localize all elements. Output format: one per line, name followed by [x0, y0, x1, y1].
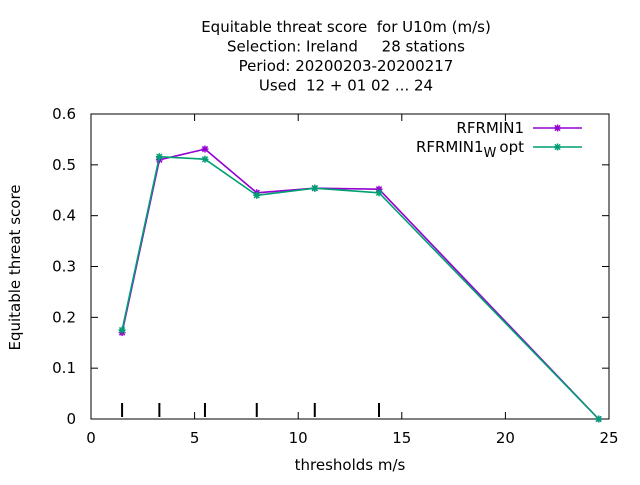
y-tick-label: 0.3 — [52, 258, 76, 276]
series-line-1 — [121, 148, 600, 420]
chart-title-line: Selection: Ireland 28 stations — [227, 38, 465, 56]
axis-ticks — [90, 113, 610, 420]
data-point — [311, 184, 319, 192]
y-tick-label: 0.5 — [52, 156, 76, 174]
chart-title-line: Equitable threat score for U10m (m/s) — [201, 18, 491, 36]
x-tick-label: 0 — [86, 429, 96, 447]
x-tick-label: 15 — [392, 429, 411, 447]
data-point — [201, 145, 209, 153]
x-tick-label: 10 — [289, 429, 308, 447]
series-line-2 — [121, 155, 600, 420]
data-point — [375, 189, 383, 197]
x-tick-label: 5 — [190, 429, 200, 447]
data-point — [253, 191, 261, 199]
y-tick-label: 0.4 — [52, 207, 76, 225]
x-axis-label: thresholds m/s — [295, 456, 406, 474]
y-tick-label: 0.6 — [52, 105, 76, 123]
x-tick-labels: 0 5 10 15 20 25 — [86, 429, 618, 447]
legend-label-tail: opt — [499, 138, 524, 156]
chart-title-line: Period: 20200203-20200217 — [239, 57, 454, 75]
data-point — [201, 155, 209, 163]
legend-marker — [554, 143, 561, 151]
y-tick-label: 0.2 — [52, 308, 76, 326]
y-tick-label: 0.1 — [52, 359, 76, 377]
y-axis-label: Equitable threat score — [6, 184, 24, 350]
chart-title-line: Used 12 + 01 02 ... 24 — [259, 77, 433, 95]
legend-label-2: RFRMIN1W opt — [416, 138, 524, 161]
data-point — [595, 415, 603, 423]
legend-label-1: RFRMIN1 — [456, 119, 524, 137]
plot-frame — [90, 113, 610, 420]
chart-title: Equitable threat score for U10m (m/s) Sel… — [201, 18, 491, 95]
data-series — [118, 145, 603, 423]
y-tick-label: 0 — [66, 410, 76, 428]
data-point — [155, 153, 163, 161]
threshold-markers — [121, 403, 381, 417]
data-point — [118, 326, 126, 334]
legend-label-subscript: W — [484, 146, 497, 161]
legend-label-main: RFRMIN1 — [456, 119, 524, 137]
legend-label-main: RFRMIN1 — [416, 138, 484, 156]
legend-marker — [554, 124, 561, 132]
x-tick-label: 25 — [599, 429, 618, 447]
y-tick-labels: 0 0.1 0.2 0.3 0.4 0.5 0.6 — [52, 105, 76, 428]
x-tick-label: 20 — [496, 429, 515, 447]
